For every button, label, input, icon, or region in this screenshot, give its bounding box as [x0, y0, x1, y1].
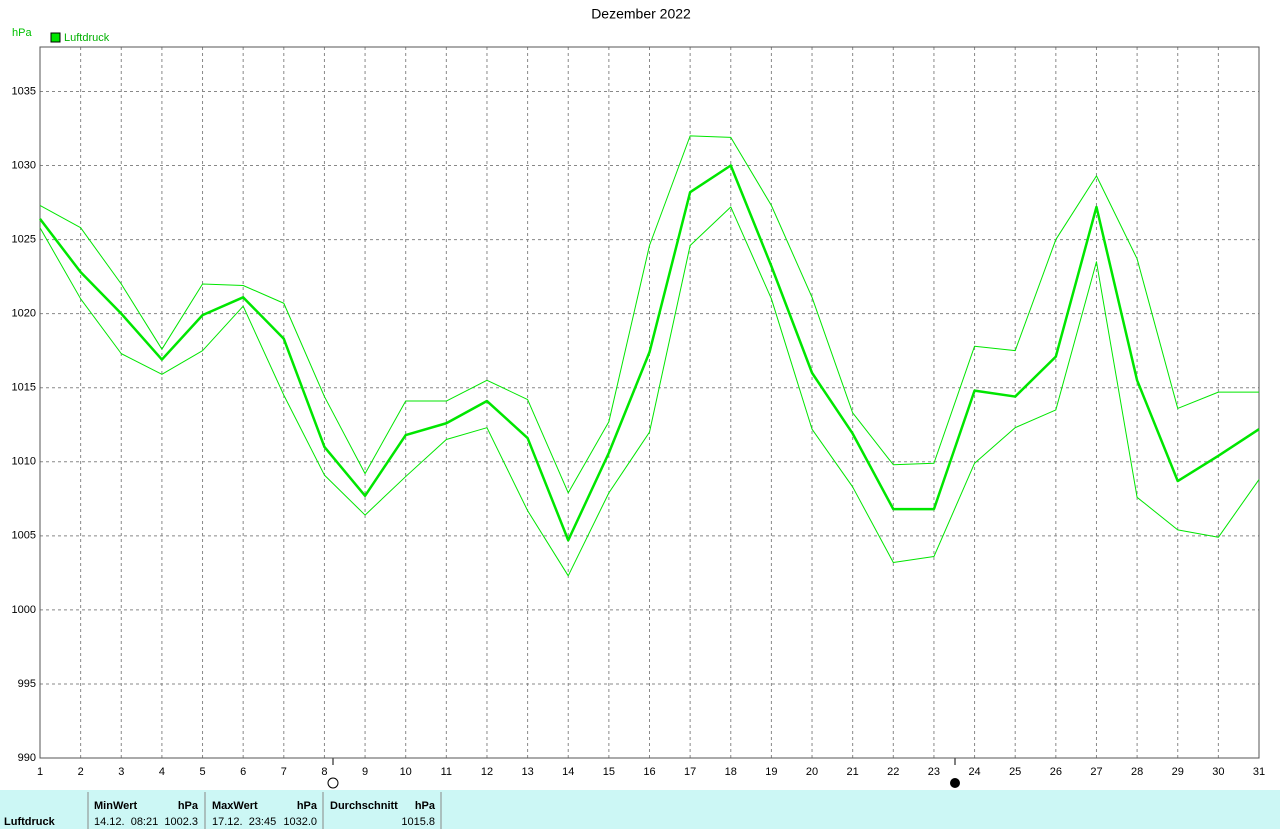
x-tick-label: 11: [441, 766, 452, 778]
y-tick-label: 1020: [12, 308, 36, 320]
min-unit: hPa: [178, 800, 199, 812]
y-tick-label: 990: [18, 752, 36, 764]
min-title: MinWert: [94, 800, 138, 812]
x-tick-label: 8: [321, 766, 327, 778]
x-tick-label: 15: [603, 766, 615, 778]
x-tick-label: 19: [765, 766, 777, 778]
x-tick-label: 20: [806, 766, 818, 778]
line: [39, 206, 1260, 577]
x-tick-label: 25: [1009, 766, 1021, 778]
x-tick-label: 3: [118, 766, 124, 778]
y-tick-label: 1000: [12, 604, 36, 616]
x-tick-label: 29: [1172, 766, 1184, 778]
x-tick-label: 22: [887, 766, 899, 778]
line: [39, 164, 1260, 542]
x-tick-label: 28: [1131, 766, 1143, 778]
x-tick-label: 4: [159, 766, 165, 778]
x-tick-label: 26: [1050, 766, 1062, 778]
x-tick-label: 27: [1090, 766, 1102, 778]
legend-label: Luftdruck: [64, 32, 110, 44]
legend-swatch: [50, 32, 61, 43]
y-tick-label: 995: [18, 678, 36, 690]
x-tick-label: 14: [562, 766, 574, 778]
avg-unit: hPa: [415, 800, 436, 812]
x-tick-label: 5: [199, 766, 205, 778]
y-tick-label: 1035: [12, 85, 36, 97]
x-tick-label: 21: [847, 766, 859, 778]
avg-title: Durchschnitt: [330, 800, 398, 812]
y-tick-label: 1005: [12, 530, 36, 542]
x-tick-label: 9: [362, 766, 368, 778]
avg-value: 1015.8: [401, 816, 435, 828]
summary-label: Luftdruck: [4, 816, 56, 828]
max-unit: hPa: [297, 800, 318, 812]
max-time: 17.12. 23:45: [212, 816, 276, 828]
summary-bg: [0, 790, 1280, 829]
x-tick-label: 6: [240, 766, 246, 778]
y-tick-label: 1025: [12, 233, 36, 245]
x-tick-label: 24: [968, 766, 980, 778]
y-tick-label: 1015: [12, 382, 36, 394]
max-value: 1032.0: [283, 816, 317, 828]
x-tick-label: 2: [78, 766, 84, 778]
x-tick-label: 12: [481, 766, 493, 778]
line: [39, 135, 1259, 494]
summary-lines: [87, 792, 442, 829]
x-tick-label: 31: [1253, 766, 1265, 778]
x-tick-label: 17: [684, 766, 696, 778]
moon-full: [950, 778, 960, 788]
x-tick-label: 10: [400, 766, 412, 778]
max-title: MaxWert: [212, 800, 258, 812]
y-tick-label: 1010: [12, 456, 36, 468]
x-tick-label: 30: [1212, 766, 1224, 778]
plot-frame: [39, 46, 1260, 759]
y-tick-label: 1030: [12, 159, 36, 171]
x-tick-label: 7: [281, 766, 287, 778]
y-unit: hPa: [12, 27, 32, 39]
x-tick-label: 1: [37, 766, 43, 778]
moon-new: [327, 777, 339, 789]
chart-title: Dezember 2022: [591, 6, 691, 22]
x-tick-label: 16: [643, 766, 655, 778]
x-tick-label: 13: [521, 766, 533, 778]
min-time: 14.12. 08:21: [94, 816, 158, 828]
x-tick-label: 23: [928, 766, 940, 778]
min-value: 1002.3: [164, 816, 198, 828]
x-tick-label: 18: [725, 766, 737, 778]
